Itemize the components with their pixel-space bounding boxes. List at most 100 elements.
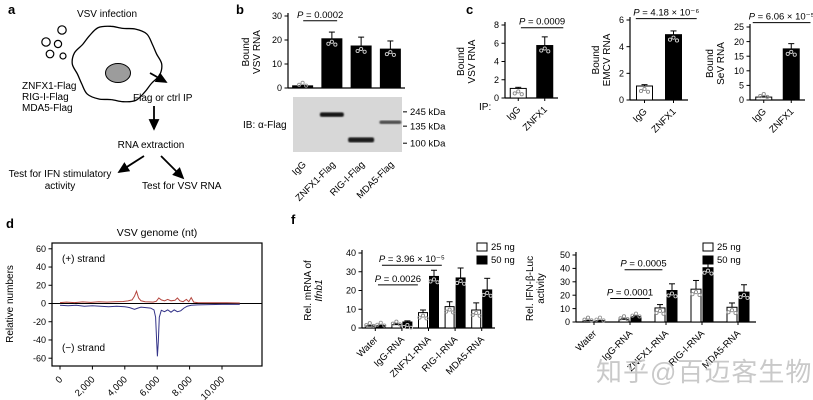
y-axis-label: activity [536,273,547,304]
y-tick-label: 40 [560,264,570,274]
y-axis-label: EMCV RNA [602,33,613,86]
data-point-dot [792,52,797,57]
data-point-dot [654,310,659,315]
y-axis-label: Relative numbers [5,265,16,343]
y-tick-label: 10 [560,304,570,314]
data-point-dot [405,322,410,328]
arrow-rna-to-vsv-test [160,155,185,180]
x-category-label: ZNFX1 [650,106,679,135]
data-point-dot [758,94,763,99]
virus-particle-icons [41,25,67,60]
data-point-dot [726,310,731,315]
y-tick-label: 30 [560,277,570,287]
legend-swatch [702,255,714,265]
data-point-dot [621,314,627,319]
blot-band [348,137,375,143]
y-tick-label: 0 [351,323,356,333]
data-point-dot [388,50,393,55]
data-point-dot [444,309,449,314]
bar [292,85,314,89]
test-ifn-label-line1: Test for IFN stimulatory [9,169,112,180]
data-point-dot [481,292,486,297]
y-tick-label: 0 [41,299,46,309]
data-point-dot [516,89,521,94]
y-tick-label: 60 [36,244,46,254]
bar [636,85,653,101]
data-point-dot [477,313,482,318]
data-point-dot [390,321,395,326]
data-point-dot [674,38,680,43]
data-point-dot [667,37,673,42]
test-vsv-label: Test for VSV RNA [142,181,222,192]
x-tick-label: 6,000 [138,374,163,399]
bar [630,316,642,323]
y-tick-label: 20 [36,280,46,290]
data-point-dot [371,323,376,328]
arrow-cell-to-ip [149,72,168,83]
data-point-dot [673,294,678,299]
y-axis-label: Bound [241,38,252,67]
panel-c-bound-emcv-chart: 0 2 4 6 Bound EMCV RNA IgG ZNFX1 P = 4.18 × 10⁻⁶ [591,8,699,136]
x-category-label: IgG [505,104,524,123]
data-point-dot [669,291,675,296]
series-line [59,303,240,357]
y-tick-label: -20 [33,317,46,327]
data-point-dot [378,320,383,325]
panel-b-letter: b [236,2,244,17]
data-point-dot [697,292,702,298]
y-axis-label: Bound [456,47,467,76]
data-point-dot [447,307,452,312]
data-point-dot [451,310,456,315]
data-point-dot [382,323,387,328]
y-tick-label: 10 [272,59,282,69]
data-point-dot [709,271,714,276]
y-tick-label: 20 [346,286,356,296]
data-point-dot [300,80,305,85]
data-point-dot [519,92,524,97]
plus-strand-annotation: (+) strand [62,254,105,265]
y-tick-label: 5 [739,81,744,91]
p-value-label: P = 0.0001 [607,288,653,299]
legend-label: 50 ng [491,255,515,266]
panel-a-letter: a [8,2,16,17]
data-point-dot [375,322,380,327]
data-point-dot [594,317,599,322]
p-value-label: P = 0.0009 [519,17,565,28]
b_bound_vsv-plot: 0 10 20 30 Bound VSV RNA P = 0.0002 [241,10,405,93]
x-axis-prefix-label: IP: [479,102,491,113]
y-tick-label: 6 [619,15,624,25]
data-point-dot [642,86,647,92]
data-point-dot [601,318,606,323]
bar [379,48,401,89]
y-tick-label: 40 [346,248,356,258]
data-point-dot [589,318,594,323]
y-tick-label: 10 [734,66,744,76]
p-value-label: P = 0.0026 [375,274,421,285]
data-point-dot [761,92,766,97]
data-point-dot [666,293,671,298]
x-tick-label: 2,000 [73,374,98,399]
legend-swatch [476,242,488,252]
bar [755,96,773,101]
data-point-dot [789,49,794,54]
data-point-dot [367,321,372,326]
genome-line-plot: -60 -40 -20 0 20 40 60 0 2,000 4,000 6,000 8,000 10,… [5,227,263,400]
bar [702,267,714,323]
data-point-dot [364,323,369,328]
y-tick-label: 15 [734,51,744,61]
test-ifn-label-line2: activity [45,181,76,192]
data-point-dot [765,94,770,99]
y-axis-label: SeV RNA [716,42,727,85]
x-tick-label: 8,000 [170,374,195,399]
data-point-dot [705,268,711,273]
data-point-dot [702,270,707,275]
chart-title: VSV genome (nt) [117,227,198,239]
data-point-dot [661,311,666,316]
y-axis-label: Bound [705,49,716,78]
kda-marker-label: 245 kDa [410,107,446,118]
x-tick-label: 10,000 [199,374,227,400]
